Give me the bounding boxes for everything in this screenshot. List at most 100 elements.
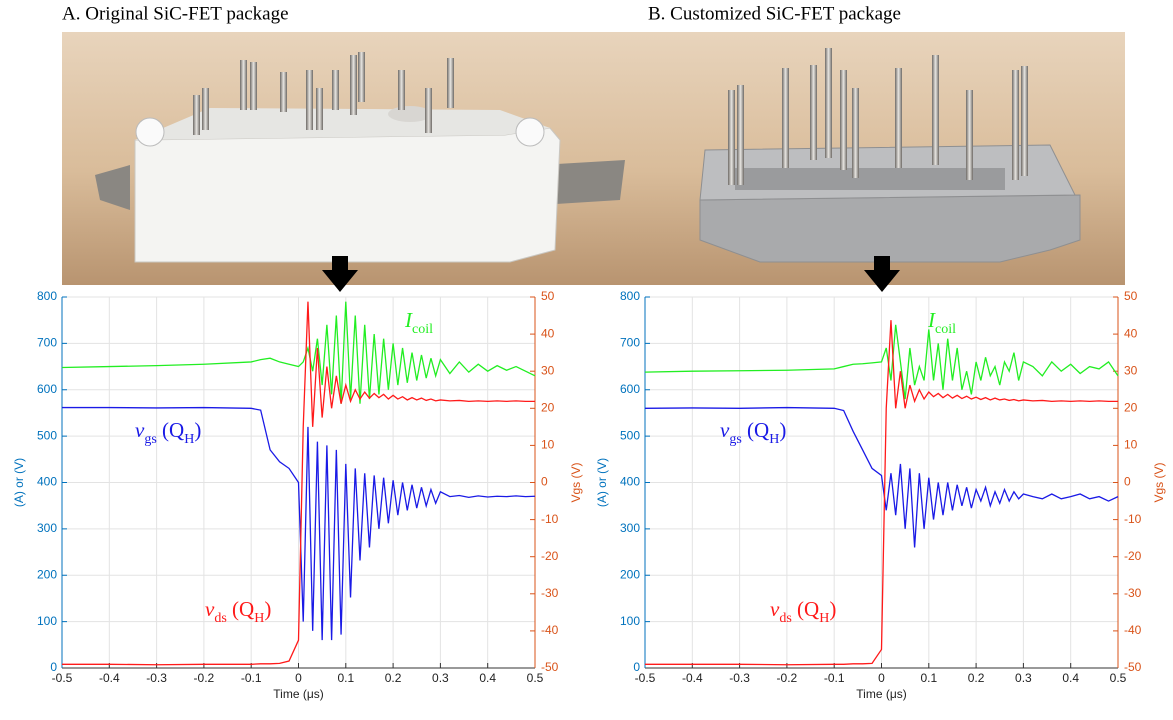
annotation: Icoil xyxy=(404,308,433,337)
x-tick-label: 0.5 xyxy=(1110,671,1127,685)
y-tick-label: 500 xyxy=(620,428,640,442)
annotation-part: H xyxy=(819,611,829,626)
series-line xyxy=(645,320,1118,666)
annotation-part: (Q xyxy=(227,597,254,621)
pin xyxy=(782,68,789,168)
y2-tick-label: -10 xyxy=(1124,512,1142,526)
pin xyxy=(728,90,735,185)
y2-tick-label: 0 xyxy=(541,475,548,489)
y2-tick-label: 50 xyxy=(1124,289,1138,303)
y-tick-label: 400 xyxy=(37,475,57,489)
y2-tick-label: 20 xyxy=(541,400,555,414)
annotation-part: H xyxy=(254,611,264,626)
pin xyxy=(398,70,405,110)
annotation-part: v xyxy=(770,597,780,621)
annotation-part: (Q xyxy=(792,597,819,621)
series-line xyxy=(644,406,1119,548)
annotation-part: ) xyxy=(194,418,201,442)
y-tick-label: 0 xyxy=(633,660,640,674)
x-tick-label: -0.2 xyxy=(194,671,215,685)
y2-tick-label: 50 xyxy=(541,289,555,303)
x-tick-label: 0.4 xyxy=(479,671,496,685)
y2-tick-label: 10 xyxy=(1124,438,1138,452)
pin xyxy=(202,88,209,130)
y-tick-label: 100 xyxy=(37,614,57,628)
mount-hole xyxy=(135,117,165,147)
x-tick-label: 0.2 xyxy=(385,671,402,685)
pin xyxy=(306,70,313,130)
y2-tick-label: -20 xyxy=(1124,549,1142,563)
x-tick-label: -0.1 xyxy=(241,671,262,685)
y2-tick-label: 40 xyxy=(541,326,555,340)
pin xyxy=(350,55,357,115)
y2-tick-label: -40 xyxy=(541,623,559,637)
series-line xyxy=(62,406,536,641)
chart: B. Customized SiC-FET package -0.5 -0.4 -0.… xyxy=(595,3,1166,701)
arrow xyxy=(322,256,358,292)
annotation: vgs (QH) xyxy=(135,418,201,447)
y2-tick-label: 40 xyxy=(1124,326,1138,340)
x-tick-label: -0.5 xyxy=(52,671,73,685)
x-tick-label: 0 xyxy=(878,671,885,685)
annotation-part: coil xyxy=(412,322,433,337)
y2-tick-label: 30 xyxy=(1124,363,1138,377)
x-tick-label: -0.3 xyxy=(729,671,750,685)
arrow xyxy=(864,256,900,292)
chart-title: B. Customized SiC-FET package xyxy=(648,3,901,24)
annotation: Icoil xyxy=(927,308,956,337)
annotation-part: I xyxy=(927,308,936,332)
series-line xyxy=(61,301,536,404)
annotation-part: ) xyxy=(829,597,836,621)
x-tick-label: 0.1 xyxy=(920,671,937,685)
annotation-part: (Q xyxy=(742,418,769,442)
y-tick-label: 800 xyxy=(37,289,57,303)
series-line xyxy=(62,301,535,666)
y2-tick-label: 10 xyxy=(541,438,555,452)
y2-tick-label: -10 xyxy=(541,512,559,526)
pin xyxy=(825,48,832,158)
annotation-part: ds xyxy=(779,611,791,626)
pins xyxy=(193,52,454,135)
annotation-part: gs xyxy=(144,432,156,447)
x-tick-label: -0.4 xyxy=(682,671,703,685)
x-tick-label: 0.3 xyxy=(1015,671,1032,685)
y-tick-label: 300 xyxy=(620,521,640,535)
annotation-part: gs xyxy=(729,432,741,447)
annotation-part: I xyxy=(404,308,413,332)
chart-title: A. Original SiC-FET package xyxy=(62,3,289,24)
x-tick-label: -0.2 xyxy=(777,671,798,685)
y-tick-label: 0 xyxy=(50,660,57,674)
annotation-part: (Q xyxy=(157,418,184,442)
pin xyxy=(1012,70,1019,180)
pin xyxy=(332,70,339,110)
y-tick-label: 700 xyxy=(37,336,57,350)
y2-tick-label: -50 xyxy=(1124,660,1142,674)
y-axis-label: (A) or (V) xyxy=(12,458,26,507)
x-tick-label: 0.3 xyxy=(432,671,449,685)
y2-tick-label: -40 xyxy=(1124,623,1142,637)
pin xyxy=(737,85,744,185)
x-tick-label: 0.2 xyxy=(968,671,985,685)
metal-tab xyxy=(95,160,625,210)
customized-package xyxy=(699,48,1081,263)
pin xyxy=(1021,66,1028,176)
annotation: vds (QH) xyxy=(770,597,836,626)
y-tick-label: 100 xyxy=(620,614,640,628)
x-axis-label: Time (μs) xyxy=(856,687,906,701)
package-body xyxy=(699,194,1081,263)
y2-axis-label: Vgs (V) xyxy=(569,462,583,502)
pin xyxy=(810,65,817,160)
annotation-part: H xyxy=(184,432,194,447)
pin xyxy=(840,70,847,170)
x-axis-label: Time (μs) xyxy=(273,687,323,701)
mount-hole xyxy=(515,117,545,147)
y2-tick-label: 20 xyxy=(1124,400,1138,414)
y2-tick-label: -20 xyxy=(541,549,559,563)
y-axis-label: (A) or (V) xyxy=(595,458,609,507)
pin xyxy=(425,88,432,133)
package-body xyxy=(134,127,561,263)
y2-tick-label: -30 xyxy=(1124,586,1142,600)
annotation: vgs (QH) xyxy=(720,418,786,447)
pin xyxy=(966,90,973,180)
pin xyxy=(358,52,365,102)
